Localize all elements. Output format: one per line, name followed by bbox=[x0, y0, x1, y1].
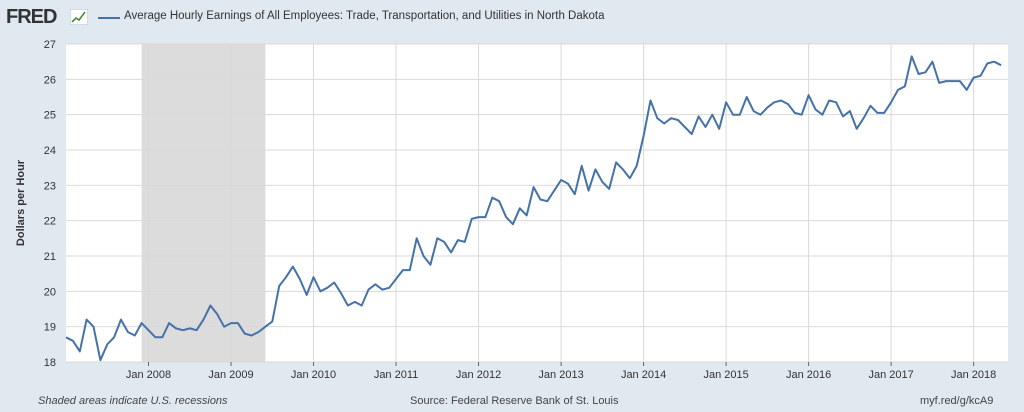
source-text: Source: Federal Reserve Bank of St. Loui… bbox=[410, 395, 619, 407]
x-tick-label: Jan 2014 bbox=[621, 369, 666, 381]
y-tick-label: 23 bbox=[44, 180, 56, 192]
chart-title: Average Hourly Earnings of All Employees… bbox=[124, 10, 605, 22]
y-tick-label: 21 bbox=[44, 251, 56, 263]
x-tick-label: Jan 2012 bbox=[456, 369, 501, 381]
y-tick-label: 19 bbox=[44, 322, 56, 334]
chart-logo-icon bbox=[70, 9, 88, 25]
x-tick-label: Jan 2009 bbox=[208, 369, 253, 381]
fred-logo[interactable]: FRED bbox=[6, 6, 57, 28]
y-tick-label: 26 bbox=[44, 74, 56, 86]
y-tick-label: 25 bbox=[44, 110, 56, 122]
x-tick-label: Jan 2016 bbox=[786, 369, 831, 381]
y-tick-label: 20 bbox=[44, 286, 56, 298]
short-link[interactable]: myf.red/g/kcA9 bbox=[920, 395, 994, 407]
x-tick-label: Jan 2010 bbox=[291, 369, 336, 381]
x-tick-label: Jan 2008 bbox=[126, 369, 171, 381]
y-tick-label: 18 bbox=[44, 357, 56, 369]
x-tick-label: Jan 2011 bbox=[374, 369, 418, 381]
x-tick-label: Jan 2018 bbox=[951, 369, 996, 381]
recession-band bbox=[141, 44, 266, 362]
x-tick-label: Jan 2017 bbox=[868, 369, 913, 381]
y-tick-label: 22 bbox=[44, 216, 56, 228]
x-tick-label: Jan 2013 bbox=[538, 369, 583, 381]
y-tick-label: 27 bbox=[44, 39, 56, 51]
recession-note: Shaded areas indicate U.S. recessions bbox=[38, 395, 228, 407]
legend-series-line bbox=[98, 17, 120, 19]
x-tick-label: Jan 2015 bbox=[703, 369, 748, 381]
y-tick-label: 24 bbox=[44, 145, 56, 157]
series-line bbox=[65, 55, 1002, 362]
y-axis-label: Dollars per Hour bbox=[15, 159, 27, 246]
